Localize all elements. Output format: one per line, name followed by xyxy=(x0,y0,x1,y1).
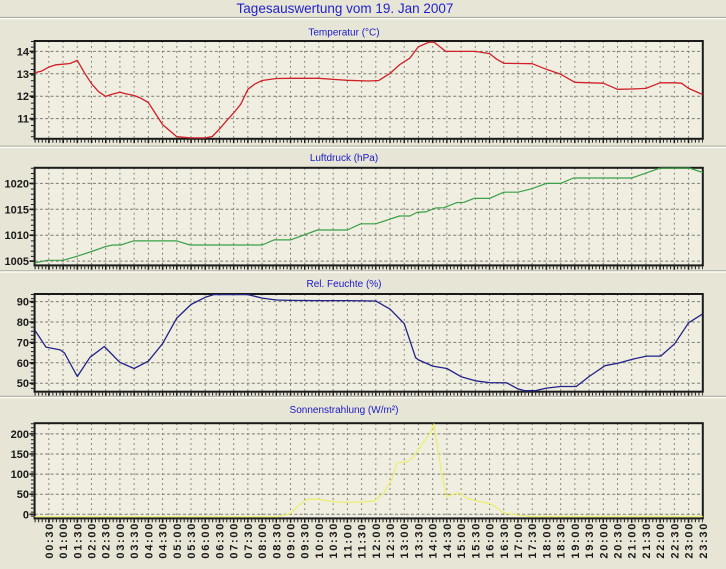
svg-text:11: 11 xyxy=(17,114,29,126)
svg-text:200: 200 xyxy=(11,429,29,441)
svg-text:21:00: 21:00 xyxy=(627,522,639,559)
svg-text:12: 12 xyxy=(17,91,29,103)
svg-text:Temperatur (°C): Temperatur (°C) xyxy=(308,28,379,39)
svg-text:0: 0 xyxy=(23,509,29,521)
svg-text:06:00: 06:00 xyxy=(200,522,212,559)
svg-text:14:30: 14:30 xyxy=(442,522,454,559)
svg-text:80: 80 xyxy=(17,317,29,329)
svg-text:06:30: 06:30 xyxy=(214,522,226,559)
svg-text:13:00: 13:00 xyxy=(399,522,411,559)
svg-text:00:30: 00:30 xyxy=(44,522,56,559)
svg-text:18:30: 18:30 xyxy=(556,522,568,559)
svg-text:13:30: 13:30 xyxy=(413,522,425,559)
svg-text:08:30: 08:30 xyxy=(271,522,283,559)
svg-text:07:00: 07:00 xyxy=(229,522,241,559)
svg-text:15:00: 15:00 xyxy=(456,522,468,559)
svg-text:23:30: 23:30 xyxy=(698,522,710,559)
svg-text:02:30: 02:30 xyxy=(101,522,113,559)
svg-text:09:30: 09:30 xyxy=(300,522,312,559)
svg-text:05:00: 05:00 xyxy=(172,522,184,559)
svg-text:20:00: 20:00 xyxy=(598,522,610,559)
svg-text:60: 60 xyxy=(17,358,29,370)
svg-text:04:30: 04:30 xyxy=(158,522,170,559)
svg-text:11:00: 11:00 xyxy=(342,523,354,559)
svg-text:1005: 1005 xyxy=(5,256,29,268)
svg-text:13: 13 xyxy=(17,69,29,81)
svg-text:150: 150 xyxy=(11,449,29,461)
svg-text:22:00: 22:00 xyxy=(655,522,667,559)
svg-text:01:00: 01:00 xyxy=(58,522,70,559)
svg-text:20:30: 20:30 xyxy=(613,522,625,559)
svg-text:03:30: 03:30 xyxy=(129,522,141,559)
svg-text:18:00: 18:00 xyxy=(541,522,553,559)
svg-text:04:00: 04:00 xyxy=(143,522,155,559)
svg-text:Sonnenstrahlung (W/m²): Sonnenstrahlung (W/m²) xyxy=(290,405,399,416)
svg-text:08:00: 08:00 xyxy=(257,522,269,559)
svg-text:17:30: 17:30 xyxy=(527,522,539,559)
svg-text:1010: 1010 xyxy=(5,230,29,242)
svg-text:21:30: 21:30 xyxy=(641,522,653,559)
svg-text:Rel. Feuchte (%): Rel. Feuchte (%) xyxy=(306,279,381,290)
svg-text:19:30: 19:30 xyxy=(584,522,596,559)
svg-text:14: 14 xyxy=(17,46,30,58)
svg-text:16:00: 16:00 xyxy=(485,522,497,559)
svg-text:23:00: 23:00 xyxy=(684,522,696,559)
svg-text:05:30: 05:30 xyxy=(186,522,198,559)
svg-text:1020: 1020 xyxy=(5,178,29,190)
svg-text:09:00: 09:00 xyxy=(286,522,298,559)
svg-text:70: 70 xyxy=(17,337,29,349)
svg-text:01:30: 01:30 xyxy=(72,522,84,559)
svg-text:22:30: 22:30 xyxy=(669,522,681,559)
svg-text:10:00: 10:00 xyxy=(314,522,326,559)
svg-text:50: 50 xyxy=(17,489,29,501)
svg-text:02:00: 02:00 xyxy=(86,522,98,559)
svg-text:15:30: 15:30 xyxy=(470,522,482,559)
svg-text:03:00: 03:00 xyxy=(115,522,127,559)
svg-text:10:30: 10:30 xyxy=(328,522,340,559)
svg-text:50: 50 xyxy=(17,378,29,390)
svg-text:19:00: 19:00 xyxy=(570,522,582,559)
svg-text:12:00: 12:00 xyxy=(371,522,383,559)
svg-text:12:30: 12:30 xyxy=(385,522,397,559)
svg-text:1015: 1015 xyxy=(5,204,29,216)
svg-text:100: 100 xyxy=(11,469,29,481)
svg-text:14:00: 14:00 xyxy=(428,522,440,559)
svg-text:16:30: 16:30 xyxy=(499,522,511,559)
svg-text:17:00: 17:00 xyxy=(513,522,525,559)
svg-text:90: 90 xyxy=(17,297,29,309)
svg-text:Tagesauswertung vom 19. Jan 20: Tagesauswertung vom 19. Jan 2007 xyxy=(237,1,454,16)
svg-text:11:30: 11:30 xyxy=(357,523,369,559)
svg-text:07:30: 07:30 xyxy=(243,522,255,559)
svg-text:Luftdruck (hPa): Luftdruck (hPa) xyxy=(310,153,378,164)
